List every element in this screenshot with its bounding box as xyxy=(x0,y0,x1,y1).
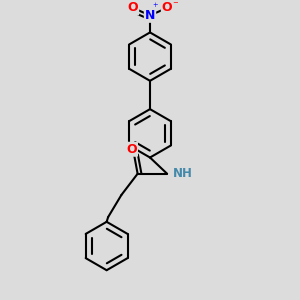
Text: NH: NH xyxy=(172,167,192,180)
Text: N: N xyxy=(145,9,155,22)
Text: $^{-}$: $^{-}$ xyxy=(172,0,179,10)
Text: $^{+}$: $^{+}$ xyxy=(152,2,159,12)
Text: O: O xyxy=(126,143,137,156)
Text: O: O xyxy=(162,2,172,14)
Text: O: O xyxy=(128,2,138,14)
